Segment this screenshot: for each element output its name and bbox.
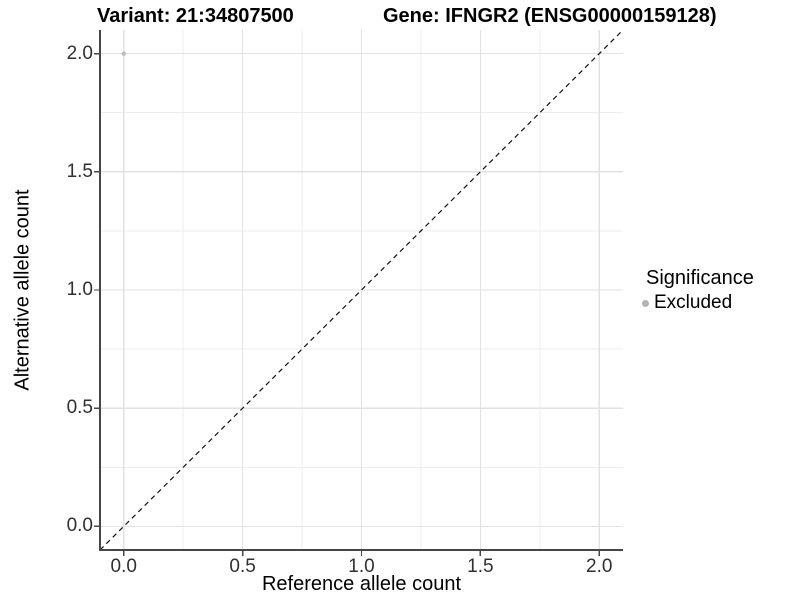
excluded-point-swatch bbox=[642, 299, 649, 307]
legend-item-excluded: Excluded bbox=[636, 292, 754, 314]
legend-item-label: Excluded bbox=[654, 292, 733, 313]
y-tick-label: 0.0 bbox=[66, 515, 93, 537]
y-tick-label: 0.5 bbox=[66, 397, 93, 419]
plot-title-gene: Gene: IFNGR2 (ENSG00000159128) bbox=[383, 5, 717, 27]
legend: Significance Excluded bbox=[636, 267, 754, 314]
x-tick-label: 1.0 bbox=[348, 556, 375, 577]
x-tick-label: 2.0 bbox=[586, 556, 613, 577]
y-tick-label: 1.0 bbox=[66, 279, 93, 300]
data-point-excluded bbox=[121, 51, 126, 56]
x-tick-label: 0.0 bbox=[110, 556, 137, 577]
identity-dashed-line bbox=[99, 29, 624, 551]
x-axis-title: Reference allele count bbox=[261, 573, 461, 595]
y-tick-label: 1.5 bbox=[66, 160, 93, 182]
plot-title-variant: Variant: 21:34807500 bbox=[97, 5, 294, 27]
x-tick-label: 0.5 bbox=[229, 556, 256, 577]
x-tick-label: 1.5 bbox=[467, 556, 494, 577]
y-tick-label: 2.0 bbox=[66, 42, 93, 64]
legend-title: Significance bbox=[646, 267, 754, 289]
